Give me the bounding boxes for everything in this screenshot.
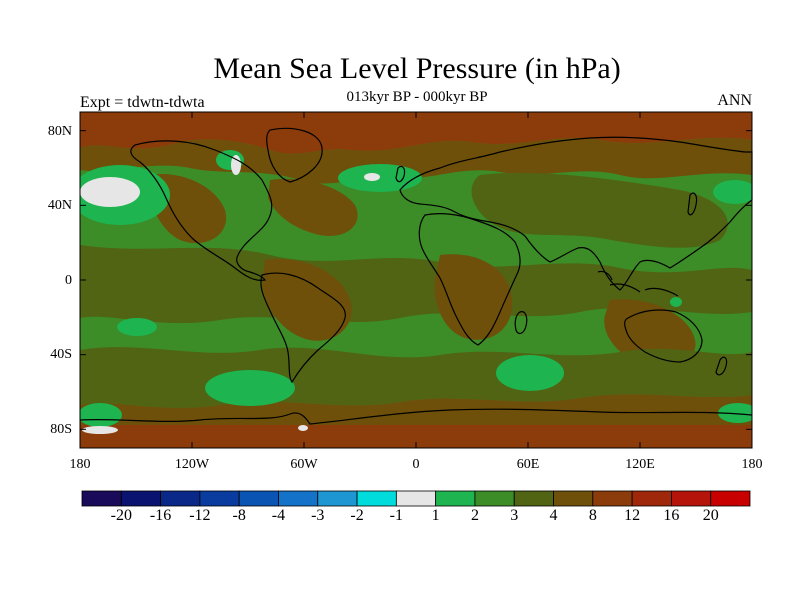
colorbar-box [317, 490, 358, 507]
colorbar-box [199, 490, 240, 507]
colorbar-tick-label: -12 [189, 507, 211, 524]
lon-label-0: 0 [412, 457, 420, 472]
coast-british-isles [395, 165, 406, 183]
lon-label-120e: 120E [625, 457, 655, 472]
coastlines [79, 127, 753, 425]
colorbar-box [81, 490, 122, 507]
colorbar-box [278, 490, 319, 507]
colorbar-box [710, 490, 751, 507]
colorbar-tick-label: -1 [389, 507, 403, 524]
colorbar-box [160, 490, 201, 507]
colorbar-tick-label: 12 [624, 507, 641, 524]
lon-label-60e: 60E [516, 457, 540, 472]
patch-green-png [670, 297, 682, 307]
colorbar-tick-label: -16 [149, 507, 172, 524]
colorbar-box [671, 490, 712, 507]
patch-neutral-weddell [298, 425, 308, 431]
patch-green-sindian [496, 355, 564, 391]
patch-neutral-ross [82, 426, 118, 434]
patch-neutral-natlantic [364, 173, 380, 181]
colorbar [81, 490, 751, 507]
patch-green-siberia [713, 180, 752, 204]
field-brown-north [80, 137, 752, 184]
pressure-field [80, 112, 752, 448]
colorbar-box [356, 490, 397, 507]
colorbar-box [631, 490, 672, 507]
lon-label-180e: 180 [741, 457, 763, 472]
colorbar-tick-label: 20 [702, 507, 719, 524]
colorbar-tick-label: 1 [431, 507, 440, 524]
field-rust-arctic [80, 112, 752, 154]
field-brown-africa [434, 254, 513, 340]
patch-green-esouth [718, 403, 752, 423]
lat-label-40s: 40S [50, 347, 72, 362]
colorbar-tick-label: -3 [311, 507, 325, 524]
patch-green-satlantic [205, 370, 295, 406]
lat-label-80s: 80S [50, 422, 72, 437]
colorbar-box [474, 490, 515, 507]
coast-north-america [130, 140, 273, 281]
experiment-label: Expt = tdwtn-tdwta [80, 94, 205, 111]
field-brown-atlantic [268, 178, 358, 236]
coast-new-zealand [715, 356, 728, 376]
coast-indonesia [597, 270, 679, 297]
colorbar-box [435, 490, 476, 507]
lat-label-0: 0 [65, 273, 72, 288]
lon-label-180w: 180 [69, 457, 91, 472]
colorbar-tick-label: 8 [588, 507, 597, 524]
lat-label-80n: 80N [47, 124, 72, 139]
lon-label-120w: 120W [174, 457, 210, 472]
field-olive-tropics [80, 245, 752, 324]
axis-ticks [79, 112, 753, 448]
colorbar-tick-label: -20 [110, 507, 132, 524]
colorbar-box [513, 490, 554, 507]
season-label: ANN [717, 92, 752, 109]
field-brown-samerica [262, 259, 352, 341]
colorbar-tick-label: 2 [470, 507, 479, 524]
colorbar-box [395, 490, 437, 507]
coast-antarctica [79, 408, 753, 425]
colorbar-tick-label: -4 [271, 507, 286, 524]
patch-green-natlantic [338, 164, 422, 192]
coast-south-america [260, 272, 346, 384]
field-rust-antarctic [80, 425, 752, 448]
coast-madagascar [514, 311, 528, 335]
chart-subtitle: 013kyr BP - 000kyr BP [346, 89, 488, 105]
colorbar-box [238, 490, 279, 507]
colorbar-tick-label: -8 [232, 507, 246, 524]
patch-neutral-npacific [80, 177, 140, 207]
lat-label-40n: 40N [47, 198, 72, 213]
colorbar-tick-label: 3 [510, 507, 519, 524]
coast-greenland [266, 127, 323, 183]
colorbar-tick-label: -2 [350, 507, 364, 524]
lon-label-60w: 60W [290, 457, 318, 472]
coast-eurasia [399, 136, 753, 291]
coast-africa [418, 213, 521, 346]
patch-green-wsouth [80, 403, 122, 427]
colorbar-box [553, 490, 594, 507]
field-brown-southern-ocean [80, 394, 752, 425]
colorbar-tick-label: 4 [549, 507, 558, 524]
chart-title: Mean Sea Level Pressure (in hPa) [213, 52, 621, 85]
colorbar-box [592, 490, 633, 507]
patch-green-spacific [117, 318, 157, 336]
colorbar-box [120, 490, 161, 507]
colorbar-tick-label: 16 [663, 507, 680, 524]
coast-australia [624, 309, 703, 363]
field-olive-asia [471, 172, 728, 248]
coast-japan [687, 192, 698, 216]
